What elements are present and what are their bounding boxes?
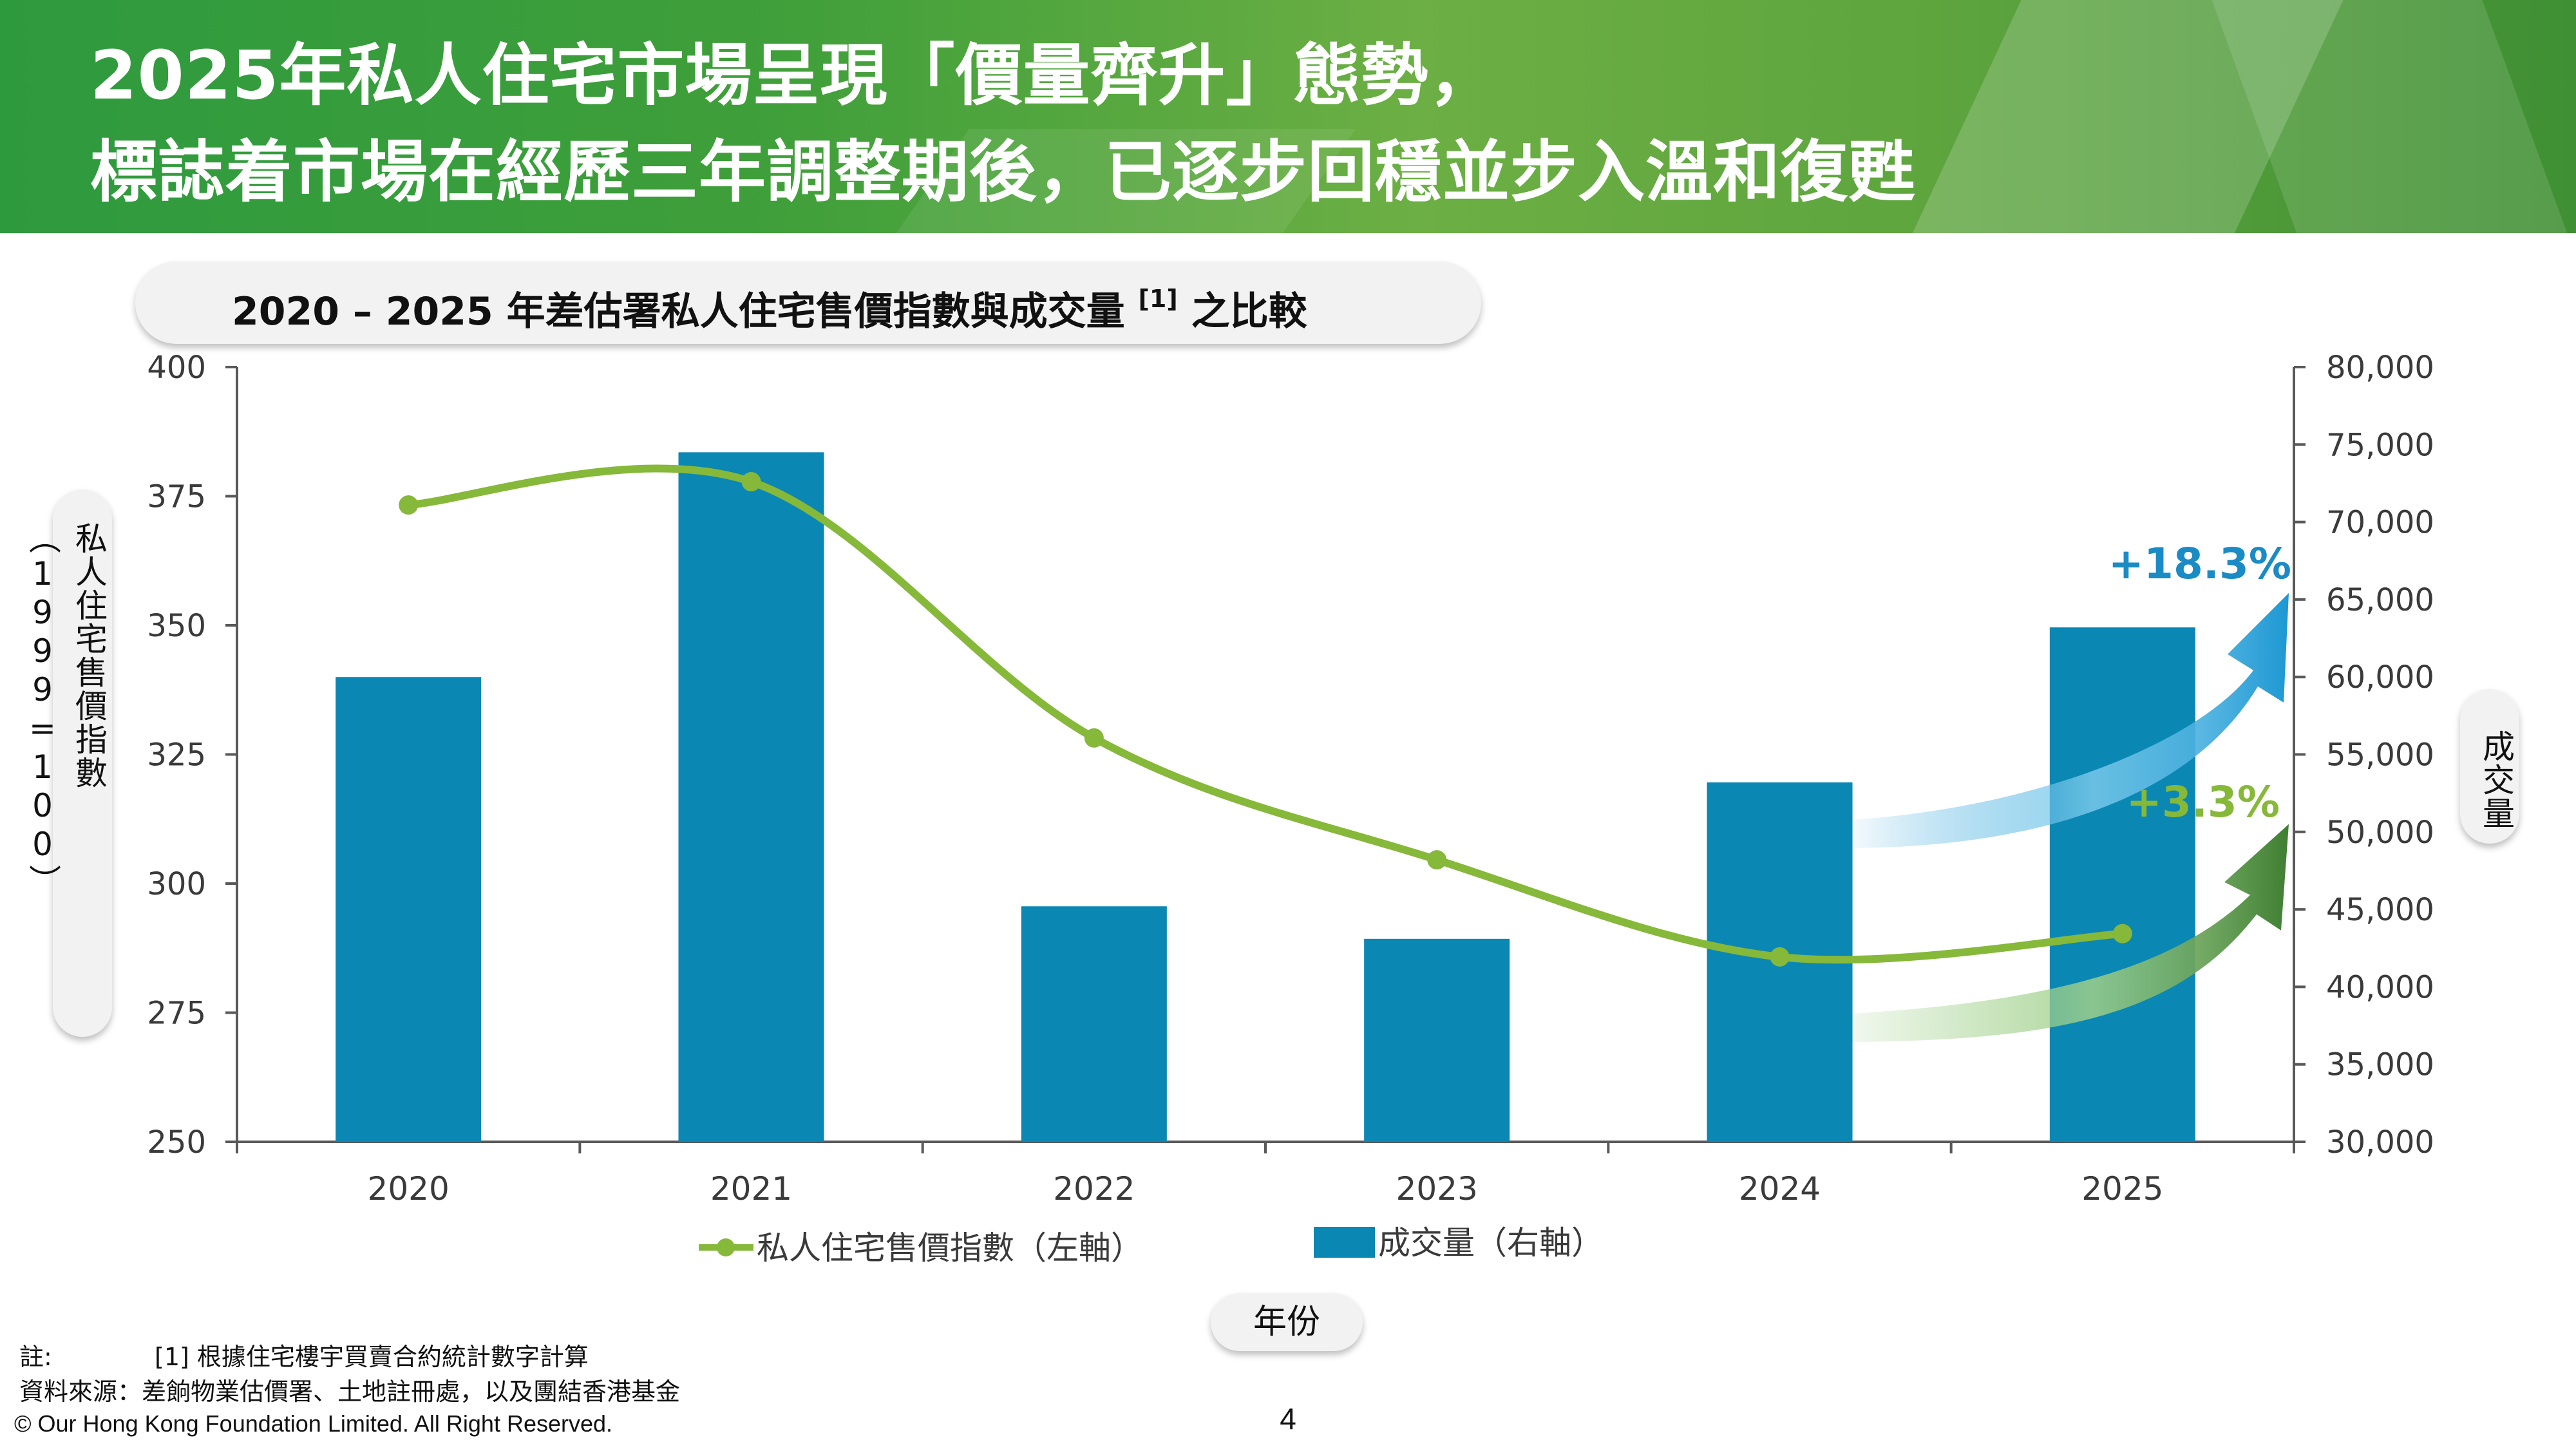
- y-right-tick-label: 60,000: [2326, 659, 2434, 696]
- volume-bar: [336, 677, 482, 1142]
- price-index-point: [741, 472, 761, 492]
- y-left-tick-label: 300: [147, 866, 206, 902]
- volume-growth-arrow: [1852, 592, 2289, 848]
- y-left-tick-label: 250: [147, 1124, 206, 1160]
- y-right-tick-label: 80,000: [2326, 350, 2434, 386]
- page-number: 4: [1280, 1402, 1296, 1435]
- footnote-label: 註:: [19, 1343, 52, 1371]
- y-left-tick-label: 375: [147, 479, 206, 515]
- headline-line-1: 2025年私人住宅市場呈現「價量齊升」態勢，: [90, 36, 1497, 115]
- y-right-tick-label: 35,000: [2326, 1047, 2434, 1083]
- price-growth-arrow: [1852, 824, 2289, 1042]
- y-axis-right-title-text: 成交量: [2477, 730, 2515, 830]
- y-right-tick-label: 30,000: [2326, 1124, 2434, 1160]
- price-index-point: [2112, 923, 2132, 943]
- chart-title-suffix: 之比較: [1191, 289, 1307, 334]
- x-tick-label: 2021: [710, 1170, 792, 1208]
- page-headline: 2025年私人住宅市場呈現「價量齊升」態勢， 標誌着市場在經歷三年調整期後，已逐…: [90, 27, 1916, 220]
- y-right-tick-label: 75,000: [2326, 427, 2434, 463]
- y-right-tick-label: 40,000: [2326, 969, 2434, 1005]
- price-index-point: [1084, 728, 1104, 748]
- y-left-tick-label: 400: [147, 350, 206, 386]
- y-axis-right-title: 成交量: [2460, 689, 2519, 844]
- x-tick-label: 2024: [1739, 1170, 1821, 1208]
- price-change-label: +3.3%: [2126, 777, 2280, 827]
- chart-title-text: 2020 – 2025 年差估署私人住宅售價指數與成交量: [232, 289, 1125, 334]
- y-left-tick-label: 325: [147, 737, 206, 773]
- headline-line-2: 標誌着市場在經歷三年調整期後，已逐步回穩並步入溫和復甦: [90, 133, 1917, 211]
- legend-line-marker: [717, 1238, 735, 1256]
- y-right-tick-label: 45,000: [2326, 892, 2434, 928]
- source-note: 資料來源：差餉物業估價署、土地註冊處，以及團結香港基金: [19, 1378, 681, 1406]
- y-right-tick-label: 55,000: [2326, 737, 2434, 773]
- price-index-point: [399, 495, 419, 515]
- x-axis-title: 年份: [1211, 1293, 1363, 1351]
- y-right-tick-label: 70,000: [2326, 505, 2434, 541]
- y-axis-left-title: 私人住宅售價指數（1999=100）: [24, 489, 112, 1037]
- legend-line-label: 私人住宅售價指數（左軸）: [757, 1229, 1143, 1267]
- chart-title-footnote-ref: [1]: [1138, 285, 1178, 313]
- header-banner: 2025年私人住宅市場呈現「價量齊升」態勢， 標誌着市場在經歷三年調整期後，已逐…: [0, 0, 2576, 233]
- y-axis-left-title-text: 私人住宅售價指數（1999=100）: [24, 522, 108, 898]
- chart-title: 2020 – 2025 年差估署私人住宅售價指數與成交量 [1] 之比較: [135, 261, 1481, 344]
- volume-bar: [678, 452, 824, 1142]
- x-tick-label: 2023: [1396, 1170, 1478, 1208]
- volume-change-label: +18.3%: [2108, 539, 2291, 589]
- y-right-tick-label: 65,000: [2326, 582, 2434, 618]
- price-index-point: [1427, 850, 1447, 870]
- volume-bar: [1364, 938, 1510, 1142]
- price-index-point: [1770, 947, 1790, 967]
- y-left-tick-label: 350: [147, 608, 206, 644]
- price-index-line: [404, 464, 2126, 964]
- x-tick-label: 2020: [368, 1170, 450, 1208]
- x-tick-label: 2022: [1053, 1170, 1135, 1208]
- volume-bar: [2049, 627, 2195, 1142]
- volume-bar: [1021, 906, 1167, 1142]
- legend-bar-label: 成交量（右軸）: [1378, 1224, 1604, 1262]
- y-left-tick-label: 275: [147, 996, 206, 1032]
- legend-bar-swatch: [1314, 1227, 1375, 1258]
- copyright: © Our Hong Kong Foundation Limited. All …: [14, 1410, 613, 1437]
- y-right-tick-label: 50,000: [2326, 815, 2434, 851]
- footnote-text: [1] 根據住宅樓宇買賣合約統計數字計算: [155, 1343, 589, 1371]
- x-tick-label: 2025: [2081, 1170, 2163, 1208]
